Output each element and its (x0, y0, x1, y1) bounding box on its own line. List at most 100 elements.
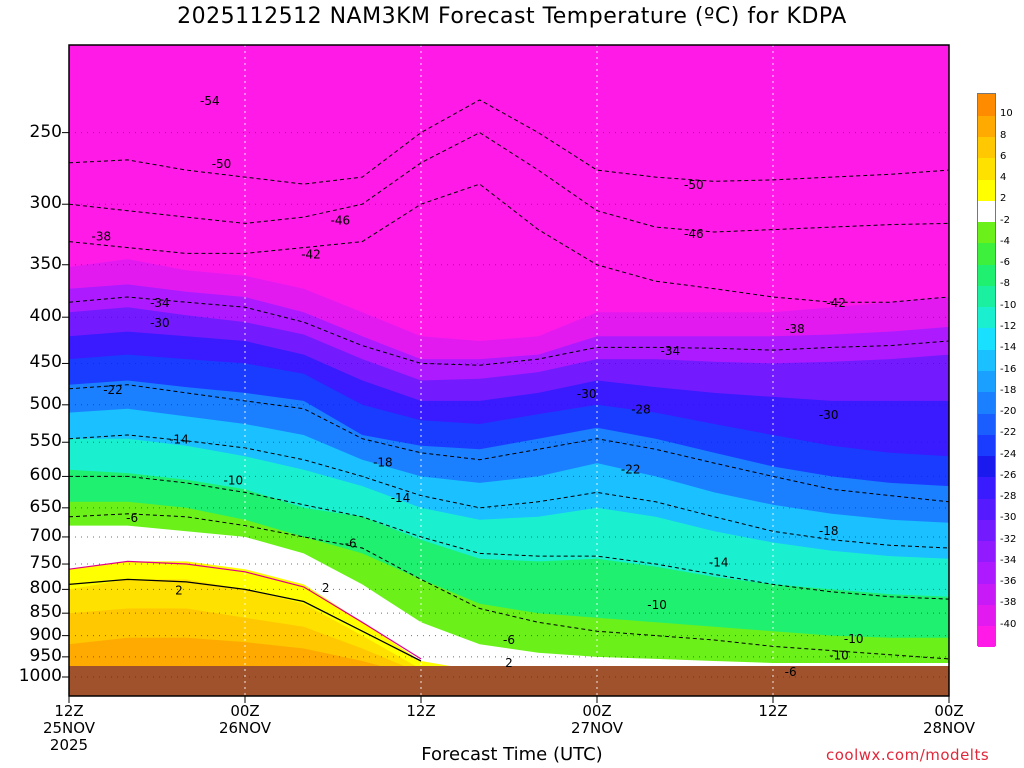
colorbar-cell (978, 306, 995, 329)
colorbar-cell (978, 391, 995, 414)
isotherm-line (69, 475, 949, 600)
y-tick-label: 600 (29, 465, 62, 486)
x-tick-label-line1: 12Z (758, 702, 788, 720)
contour-label: -38 (785, 322, 805, 336)
contour-label: 2 (505, 656, 513, 670)
contour-label: -34 (150, 296, 170, 310)
colorbar-label: -38 (1000, 597, 1017, 609)
x-tick-label-line1: 00Z (230, 702, 260, 720)
colorbar-label: -32 (1000, 533, 1017, 545)
colorbar-label: -36 (1000, 576, 1017, 588)
x-tick-label: 12Z (376, 703, 466, 720)
y-tick-label: 500 (29, 393, 62, 414)
x-tick-label: 00Z 28NOV (904, 703, 994, 737)
contour-label: -50 (684, 178, 704, 192)
colorbar-label: -8 (1000, 278, 1010, 290)
y-tick-label: 300 (29, 193, 62, 214)
contour-label: -30 (577, 387, 597, 401)
colorbar-label: -40 (1000, 618, 1017, 630)
x-tick-label-line1: 00Z (934, 702, 964, 720)
colorbar-label: 6 (1000, 150, 1007, 162)
x-axis-title: Forecast Time (UTC) (421, 744, 603, 765)
colorbar-label: -18 (1000, 384, 1017, 396)
x-tick-label-line3: 2025 (49, 736, 89, 754)
contour-label: -50 (212, 157, 232, 171)
colorbar-cell (978, 498, 995, 520)
colorbar (977, 93, 996, 648)
contour-label: -10 (223, 474, 243, 488)
colorbar-label: -34 (1000, 554, 1017, 566)
contour-label: -10 (829, 648, 849, 662)
colorbar-cell (978, 413, 995, 435)
y-tick-label: 250 (29, 121, 62, 142)
x-tick-label-line1: 12Z (54, 702, 84, 720)
isotherm-line (69, 513, 949, 660)
colorbar-cell (978, 540, 995, 563)
x-tick-label-line1: 12Z (406, 702, 436, 720)
two-degree-line (69, 560, 422, 660)
colorbar-cell (978, 455, 995, 478)
chart-title: 2025112512 NAM3KM Forecast Temperature (… (177, 4, 847, 29)
contour-label: -30 (819, 408, 839, 422)
contour-label: -42 (826, 296, 846, 310)
colorbar-cell (978, 115, 995, 138)
y-tick-label: 650 (29, 496, 62, 517)
y-tick-label: 800 (29, 578, 62, 599)
contour-label: -6 (503, 633, 515, 647)
freezing-line (69, 578, 422, 662)
x-tick-label-line2: 27NOV (570, 719, 624, 737)
x-tick-label: 00Z 26NOV (200, 703, 290, 737)
contour-lines (69, 99, 949, 662)
colorbar-label: -2 (1000, 214, 1010, 226)
colorbar-label: -26 (1000, 469, 1017, 481)
colorbar-label: -22 (1000, 427, 1017, 439)
y-tick-label: 400 (29, 306, 62, 327)
colorbar-cell (978, 242, 995, 265)
x-tick-label-line1: 00Z (582, 702, 612, 720)
contour-label: -18 (373, 456, 393, 470)
contour-label: -34 (660, 344, 680, 358)
colorbar-label: 4 (1000, 172, 1007, 184)
colorbar-cell (978, 349, 995, 371)
isotherm-line (69, 132, 949, 233)
colorbar-cell (978, 285, 995, 308)
colorbar-cell (978, 327, 995, 350)
contour-label: -14 (169, 433, 189, 447)
colorbar-label: -4 (1000, 235, 1010, 247)
colorbar-cell (978, 200, 995, 223)
contour-label: -14 (391, 491, 411, 505)
ground-fill (69, 666, 949, 696)
temperature-field (69, 45, 949, 696)
y-tick-label: 1000 (18, 666, 62, 686)
colorbar-cell (978, 221, 995, 244)
colorbar-cell (978, 179, 995, 201)
contour-label: -10 (647, 598, 667, 612)
credit-text: coolwx.com/modelts (826, 746, 990, 764)
contour-label: -22 (621, 463, 641, 477)
isotherm-line (69, 183, 949, 303)
colorbar-cell (978, 434, 995, 457)
x-tick-label-line2: 26NOV (218, 719, 272, 737)
y-tick-label: 550 (29, 431, 62, 452)
colorbar-cell (978, 519, 995, 542)
colorbar-label: -6 (1000, 257, 1010, 269)
colorbar-cell (978, 136, 995, 159)
y-tick-label: 700 (29, 525, 62, 546)
x-tick-label-line2: 25NOV (42, 719, 96, 737)
y-tick-label: 950 (29, 645, 62, 666)
x-tick-label: 12Z (728, 703, 818, 720)
contour-label: -6 (126, 511, 138, 525)
contour-label: -30 (150, 316, 170, 330)
colorbar-label: -10 (1000, 299, 1017, 311)
colorbar-cell (978, 94, 995, 116)
colorbar-cell (978, 604, 995, 627)
colorbar-cell (978, 625, 995, 648)
colorbar-label: -14 (1000, 342, 1017, 354)
contour-label: -18 (819, 524, 839, 538)
isotherm-line (69, 296, 949, 366)
contour-label: 2 (175, 583, 183, 597)
contour-label: -10 (844, 632, 864, 646)
colorbar-label: 8 (1000, 129, 1007, 141)
colorbar-label: -30 (1000, 512, 1017, 524)
